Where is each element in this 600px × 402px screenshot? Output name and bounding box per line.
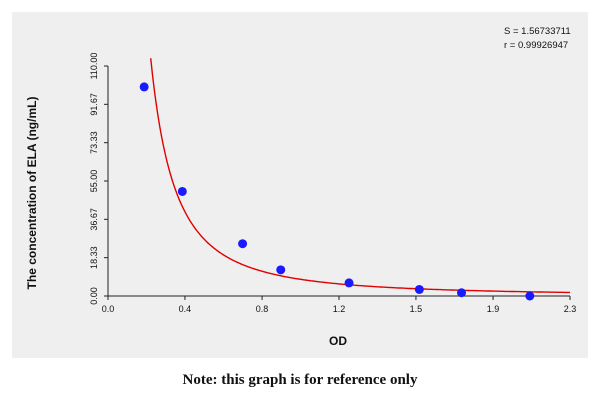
data-point — [177, 186, 187, 196]
y-tick-label: 110.00 — [89, 53, 99, 80]
stat-s-value: S = 1.56733711 — [504, 26, 571, 37]
x-tick-label: 1.5 — [410, 304, 423, 314]
x-tick-label: 0.4 — [179, 304, 192, 314]
x-tick-label: 0.8 — [256, 304, 269, 314]
y-tick-label: 91.67 — [89, 93, 99, 116]
chart-panel: S = 1.56733711 r = 0.99926947 0.00 18.33 3… — [12, 12, 588, 358]
x-tick-label: 2.3 — [564, 304, 577, 314]
x-axis-label: OD — [329, 334, 347, 348]
data-point — [344, 278, 354, 288]
reference-note: Note: this graph is for reference only — [182, 372, 418, 388]
fitted-curve — [150, 58, 570, 294]
y-tick-label: 36.67 — [89, 208, 99, 231]
standard-curve-chart: S = 1.56733711 r = 0.99926947 0.00 18.33 3… — [25, 26, 576, 348]
y-tick-label: 18.33 — [89, 246, 99, 269]
data-point — [525, 291, 535, 301]
stat-r-value: r = 0.99926947 — [504, 40, 568, 51]
x-tick-label: 0.0 — [102, 304, 115, 314]
data-point — [276, 265, 286, 275]
data-point — [457, 288, 467, 298]
y-tick-label: 55.00 — [89, 170, 99, 193]
plot-area: 0.00 18.33 36.67 55.00 73.33 91.67 110.00 0.0 0.… — [89, 53, 576, 314]
x-tick-label: 1.2 — [333, 304, 346, 314]
data-point — [238, 239, 248, 249]
y-tick-label: 73.33 — [89, 131, 99, 154]
x-tick-label: 1.9 — [487, 304, 500, 314]
data-point — [414, 284, 424, 294]
y-tick-label: 0.00 — [89, 287, 99, 305]
y-axis-label: The concentration of ELA (ng/mL) — [25, 97, 39, 290]
data-point — [139, 82, 149, 92]
